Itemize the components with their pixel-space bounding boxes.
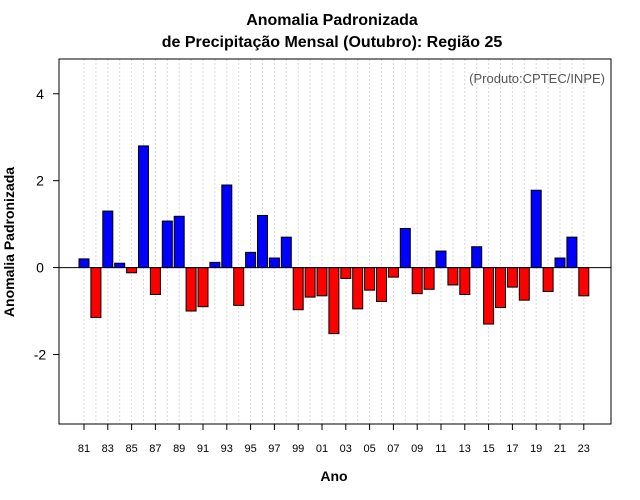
- plot-frame: [58, 58, 612, 425]
- bar-87: [149, 267, 161, 296]
- bar-12: [447, 267, 459, 286]
- bar-06: [376, 267, 387, 302]
- bar-21: [554, 257, 566, 269]
- bar-11: [435, 250, 447, 269]
- x-axis: 81 83 85 87 89 91 93 95 97 99 01 03 05 07 09 11 13 15 17 19…: [78, 424, 590, 455]
- bar-01: [316, 267, 328, 297]
- bar-92: [209, 261, 221, 269]
- bar-20: [542, 267, 554, 292]
- bar-23: [578, 267, 590, 297]
- bar-94: [233, 267, 245, 306]
- bar-82: [90, 267, 102, 319]
- x-tick-label-03: 03: [340, 443, 352, 455]
- bar-95: [245, 251, 257, 269]
- x-tick-label-19: 19: [530, 443, 542, 455]
- bar-84: [114, 262, 126, 269]
- bar-97: [268, 257, 280, 269]
- bar-19: [530, 189, 542, 269]
- bar-17: [506, 267, 518, 288]
- bar-09: [411, 267, 423, 295]
- bar-08: [399, 227, 411, 269]
- bar-86: [138, 145, 149, 269]
- y-tick-label--2: -2: [34, 346, 47, 362]
- bar-85: [126, 267, 138, 274]
- bars-group: [78, 145, 590, 335]
- bar-18: [518, 267, 530, 301]
- x-tick-label-83: 83: [102, 443, 114, 455]
- bar-91: [197, 267, 209, 308]
- chart-title-line1: Anomalia Padronizada: [246, 12, 418, 29]
- x-tick-label-99: 99: [292, 443, 304, 455]
- x-tick-label-81: 81: [78, 443, 90, 455]
- x-tick-label-95: 95: [244, 443, 256, 455]
- y-axis-label: Anomalia Padronizada: [1, 167, 17, 317]
- bar-81: [78, 258, 90, 269]
- bar-04: [352, 267, 364, 310]
- bar-13: [459, 267, 471, 296]
- bar-93: [221, 184, 233, 269]
- bar-02: [328, 267, 340, 335]
- bar-83: [102, 210, 114, 269]
- x-tick-label-13: 13: [459, 443, 471, 455]
- x-tick-label-17: 17: [506, 443, 518, 455]
- bar-05: [364, 267, 376, 291]
- y-tick-label-2: 2: [36, 173, 44, 189]
- chart-title-line2: de Precipitação Mensal (Outubro): Região…: [162, 34, 503, 51]
- bar-98: [280, 236, 292, 269]
- bar-99: [292, 267, 304, 311]
- bar-89: [173, 215, 185, 269]
- bar-15: [483, 267, 495, 325]
- credit-text: (Produto:CPTEC/INPE): [469, 71, 605, 86]
- x-tick-label-01: 01: [316, 443, 328, 455]
- y-axis: -2 0 2 4: [34, 86, 59, 362]
- x-tick-label-15: 15: [482, 443, 494, 455]
- bar-22: [566, 236, 578, 269]
- y-tick-label-4: 4: [36, 86, 44, 102]
- x-tick-label-23: 23: [578, 443, 590, 455]
- plot-area: [59, 59, 611, 424]
- x-tick-label-91: 91: [197, 443, 209, 455]
- x-axis-label: Ano: [320, 468, 347, 484]
- x-tick-label-07: 07: [387, 443, 399, 455]
- bar-03: [340, 267, 352, 279]
- x-tick-label-87: 87: [149, 443, 161, 455]
- y-tick-label-0: 0: [36, 260, 44, 276]
- x-tick-label-05: 05: [363, 443, 375, 455]
- bar-14: [471, 246, 483, 269]
- x-tick-label-93: 93: [221, 443, 233, 455]
- x-tick-label-11: 11: [435, 443, 446, 455]
- bar-16: [495, 267, 506, 309]
- bar-07: [387, 267, 399, 278]
- x-tick-label-97: 97: [268, 443, 280, 455]
- bar-10: [423, 267, 435, 290]
- gridlines: [83, 59, 585, 424]
- bar-90: [185, 267, 197, 312]
- x-tick-label-89: 89: [173, 443, 185, 455]
- bar-88: [161, 220, 173, 269]
- x-tick-label-09: 09: [411, 443, 423, 455]
- x-tick-label-21: 21: [554, 443, 566, 455]
- x-tick-label-85: 85: [125, 443, 137, 455]
- bar-96: [257, 214, 268, 269]
- bar-00: [304, 267, 316, 298]
